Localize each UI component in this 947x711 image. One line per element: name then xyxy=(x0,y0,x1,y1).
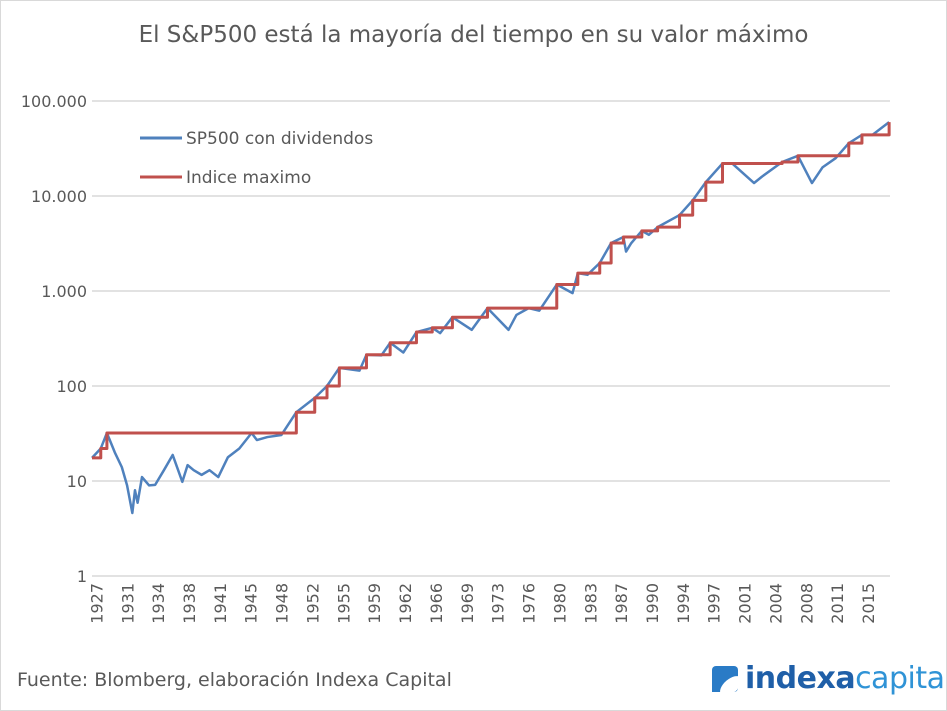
legend-label-sp500: SP500 con dividendos xyxy=(186,129,373,149)
x-tick-label: 1952 xyxy=(303,583,322,624)
x-tick-label: 1997 xyxy=(705,583,724,624)
x-tick-label: 1931 xyxy=(118,583,137,624)
x-tick-label: 2011 xyxy=(828,583,847,624)
y-tick-label: 10 xyxy=(67,472,87,491)
logo-text-indexa: indexa xyxy=(745,661,856,696)
x-tick-label: 1948 xyxy=(273,583,292,624)
x-tick-label: 1973 xyxy=(489,583,508,624)
x-tick-label: 1980 xyxy=(550,583,569,624)
x-tick-label: 1983 xyxy=(581,583,600,624)
x-tick-label: 1945 xyxy=(242,583,261,624)
x-tick-label: 1955 xyxy=(334,583,353,624)
x-tick-label: 2015 xyxy=(859,583,878,624)
x-tick-label: 1990 xyxy=(643,583,662,624)
y-tick-label: 1.000 xyxy=(41,282,87,301)
x-tick-label: 1962 xyxy=(396,583,415,624)
chart-title: El S&P500 está la mayoría del tiempo en … xyxy=(138,22,809,48)
logo-mark-icon xyxy=(712,666,738,692)
x-tick-label: 2001 xyxy=(736,583,755,624)
y-tick-label: 100.000 xyxy=(21,92,87,111)
x-tick-label: 1966 xyxy=(427,583,446,624)
x-tick-label: 1934 xyxy=(149,583,168,624)
y-tick-label: 1 xyxy=(77,567,87,586)
source-note: Fuente: Blomberg, elaboración Indexa Cap… xyxy=(17,669,452,691)
x-tick-label: 1987 xyxy=(612,583,631,624)
x-tick-label: 1994 xyxy=(674,583,693,624)
x-tick-label: 1938 xyxy=(180,583,199,624)
index-max-line xyxy=(92,122,891,460)
x-tick-label: 1959 xyxy=(365,583,384,624)
y-tick-label: 100 xyxy=(56,377,87,396)
x-tick-label: 1969 xyxy=(458,583,477,624)
x-tick-label: 2004 xyxy=(766,583,785,624)
legend-label-max: Indice maximo xyxy=(186,168,311,188)
x-tick-label: 2008 xyxy=(797,583,816,624)
indexa-capital-logo: indexacapital xyxy=(712,659,947,699)
x-tick-label: 1976 xyxy=(520,583,539,624)
x-tick-label: 1927 xyxy=(87,583,106,624)
logo-text-capital: capital xyxy=(855,661,947,696)
x-tick-label: 1941 xyxy=(211,583,230,624)
y-tick-label: 10.000 xyxy=(31,187,87,206)
